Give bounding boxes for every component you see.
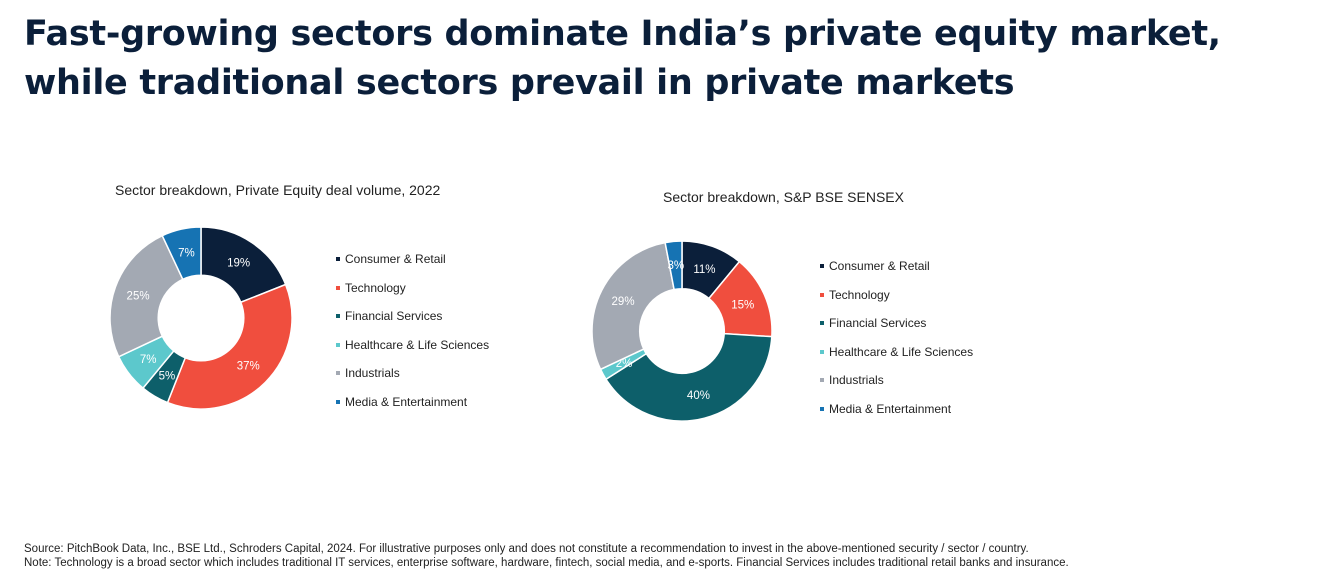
legend-swatch — [336, 257, 340, 261]
slice-label-technology: 15% — [731, 300, 754, 312]
legend-swatch — [820, 406, 824, 411]
slice-label-financial-services: 5% — [159, 371, 176, 383]
legend-item-healthcare-and-life-sciences: Healthcare & Life Sciences — [820, 345, 973, 374]
legend-label: Media & Entertainment — [829, 401, 952, 416]
slice-label-industrials: 25% — [127, 290, 150, 302]
slice-label-healthcare-and-life-sciences: 7% — [140, 354, 157, 366]
legend-label: Industrials — [345, 366, 400, 381]
legend-item-consumer-and-retail: Consumer & Retail — [820, 259, 973, 288]
legend-item-financial-services: Financial Services — [820, 316, 973, 345]
legend-bse-sensex: Consumer & Retail Technology Financial Ser… — [820, 259, 973, 431]
legend-item-healthcare-and-life-sciences: Healthcare & Life Sciences — [336, 338, 489, 367]
legend-item-financial-services: Financial Services — [336, 309, 489, 338]
legend-item-technology: Technology — [336, 281, 489, 310]
legend-swatch — [336, 285, 340, 290]
legend-swatch — [820, 349, 824, 354]
legend-label: Media & Entertainment — [345, 394, 468, 409]
slice-industrials — [591, 241, 675, 371]
slice-media-and-entertainment — [161, 226, 202, 281]
chart-title-bse-sensex: Sector breakdown, S&P BSE SENSEX — [663, 189, 904, 205]
legend-item-media-and-entertainment: Media & Entertainment — [336, 395, 489, 424]
legend-swatch — [820, 378, 824, 383]
legend-label: Consumer & Retail — [829, 259, 930, 273]
legend-label: Healthcare & Life Sciences — [345, 337, 490, 352]
legend-swatch — [820, 264, 824, 268]
legend-item-industrials: Industrials — [820, 373, 973, 402]
slice-label-media-and-entertainment: 7% — [178, 248, 195, 260]
slice-industrials — [109, 234, 184, 358]
donut-chart-private-equity: 19%37%5%7%25%7% — [109, 226, 293, 410]
legend-label: Technology — [829, 287, 890, 302]
legend-swatch — [820, 321, 824, 326]
legend-swatch — [336, 342, 340, 347]
slice-label-consumer-and-retail: 19% — [227, 258, 250, 270]
legend-label: Financial Services — [345, 309, 443, 324]
slice-media-and-entertainment — [664, 240, 683, 291]
slice-label-media-and-entertainment: 3% — [667, 260, 684, 272]
legend-label: Healthcare & Life Sciences — [829, 344, 974, 359]
legend-label: Financial Services — [829, 316, 927, 331]
legend-item-technology: Technology — [820, 288, 973, 317]
slice-financial-services — [604, 332, 773, 422]
slice-technology — [166, 283, 293, 410]
legend-item-industrials: Industrials — [336, 366, 489, 395]
chart-title-private-equity: Sector breakdown, Private Equity deal vo… — [115, 182, 441, 198]
legend-swatch — [336, 314, 340, 319]
slice-label-consumer-and-retail: 11% — [693, 264, 715, 276]
source-footnote: Source: PitchBook Data, Inc., BSE Ltd., … — [24, 543, 1029, 555]
legend-swatch — [820, 292, 824, 297]
note-footnote: Note: Technology is a broad sector which… — [24, 557, 1069, 569]
legend-label: Industrials — [829, 373, 884, 388]
page-title: Fast-growing sectors dominate India’s pr… — [24, 14, 1221, 103]
legend-swatch — [336, 371, 340, 376]
slice-label-industrials: 29% — [612, 296, 635, 308]
legend-item-media-and-entertainment: Media & Entertainment — [820, 402, 973, 431]
legend-swatch — [336, 399, 340, 404]
legend-label: Consumer & Retail — [345, 252, 446, 266]
slice-label-financial-services: 40% — [687, 390, 710, 402]
donut-chart-bse-sensex: 11%15%40%2%29%3% — [591, 240, 773, 422]
legend-private-equity: Consumer & Retail Technology Financial Ser… — [336, 252, 489, 424]
legend-item-consumer-and-retail: Consumer & Retail — [336, 252, 489, 281]
legend-label: Technology — [345, 280, 406, 295]
slice-label-technology: 37% — [237, 360, 260, 372]
